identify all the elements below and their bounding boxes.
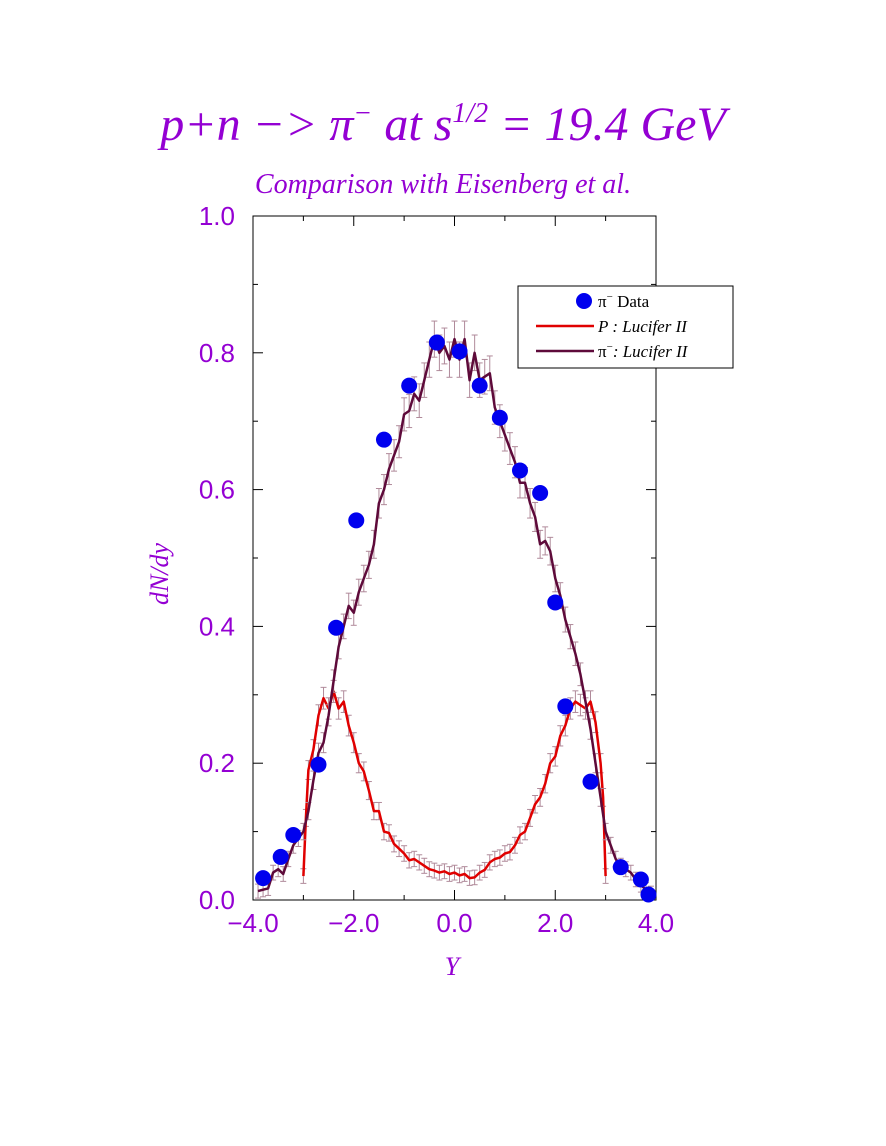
y-tick-label: 0.0 xyxy=(199,885,235,915)
pion-data-point xyxy=(640,886,657,903)
pion-data-point xyxy=(428,334,445,351)
legend-text: Data xyxy=(613,292,650,311)
pion-data-point xyxy=(348,512,365,529)
title-prefix: p+n −> π xyxy=(157,98,355,151)
pion-data-point xyxy=(511,462,528,479)
x-tick-label: −2.0 xyxy=(328,908,379,938)
pion-data-point xyxy=(471,377,488,394)
y-tick-label: 0.6 xyxy=(199,475,235,505)
pion-data-point xyxy=(272,848,289,865)
legend-entry-label: π−: Lucifer II xyxy=(598,341,689,361)
plot-area: −4.0 −2.0 0.0 2.0 4.0 0.0 0.2 0.4 0.6 0.8 1.0 xyxy=(199,201,674,938)
x-tick-label: 4.0 xyxy=(638,908,674,938)
pion-data-point xyxy=(491,409,508,426)
y-tick-label: 1.0 xyxy=(199,201,235,231)
pion-data-point xyxy=(632,871,649,888)
chart-title: p+n −> π− at s1/2 = 19.4 GeV xyxy=(157,98,730,151)
y-axis-label: dN/dy xyxy=(145,542,174,605)
pion-data-point xyxy=(328,619,345,636)
title-prefix-superscript: − xyxy=(353,98,372,129)
pion-data-point xyxy=(557,698,574,715)
pion-data-point xyxy=(255,870,272,887)
x-tick-label: −4.0 xyxy=(227,908,278,938)
x-axis-label: Y xyxy=(445,952,462,981)
pion-data-point xyxy=(451,343,468,360)
legend-marker-pion-data xyxy=(576,293,592,309)
legend-text: P : Lucifer II xyxy=(597,317,688,336)
legend-text: : Lucifer II xyxy=(613,342,689,361)
pion-data-point xyxy=(612,859,629,876)
legend-symbol-superscript: − xyxy=(607,341,613,353)
legend-symbol: π xyxy=(598,292,607,311)
y-tick-label: 0.4 xyxy=(199,611,235,641)
y-tick-label: 0.8 xyxy=(199,338,235,368)
legend-entry-label: π− Data xyxy=(598,291,650,311)
chart-subtitle: Comparison with Eisenberg et al. xyxy=(255,169,631,200)
title-middle: at s xyxy=(372,98,452,151)
x-tick-label: 0.0 xyxy=(436,908,472,938)
legend-symbol-superscript: − xyxy=(607,291,613,303)
proton-lucifer-line xyxy=(302,690,607,880)
pion-data-point xyxy=(401,377,418,394)
pion-lucifer-line xyxy=(257,337,652,895)
pion-data-point xyxy=(285,827,302,844)
pion-data-point xyxy=(582,773,599,790)
pion-lucifer-group xyxy=(255,320,654,901)
legend-entry-label: P : Lucifer II xyxy=(597,317,688,336)
title-middle-superscript: 1/2 xyxy=(452,98,488,129)
y-tick-label: 0.2 xyxy=(199,748,235,778)
x-tick-label: 2.0 xyxy=(537,908,573,938)
pion-data-point xyxy=(547,594,564,611)
title-suffix: = 19.4 GeV xyxy=(488,98,730,151)
legend-symbol: π xyxy=(598,342,607,361)
pion-data-point xyxy=(375,431,392,448)
pion-data-point xyxy=(532,485,549,502)
pion-data-point xyxy=(310,756,327,773)
